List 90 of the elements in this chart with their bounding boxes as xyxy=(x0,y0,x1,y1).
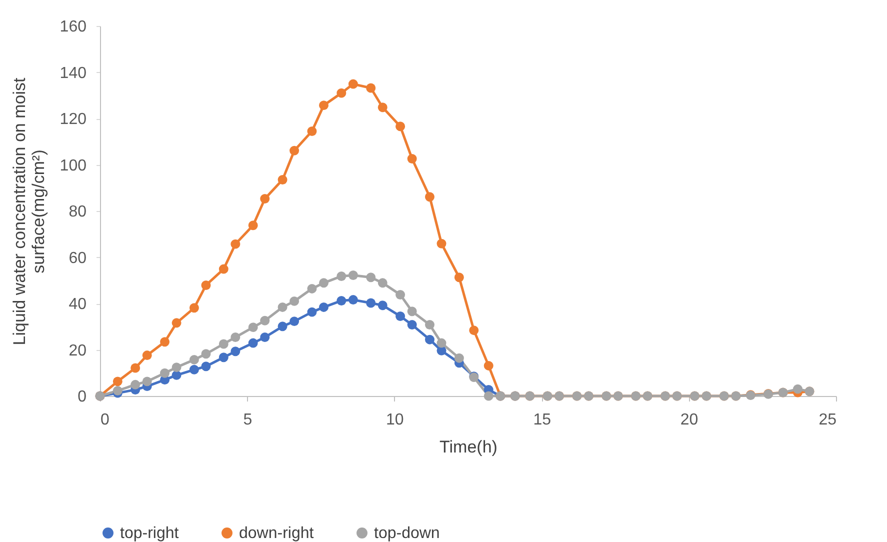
y-tick-label: 100 xyxy=(60,157,87,174)
point xyxy=(201,349,211,359)
y-tick-label: 160 xyxy=(60,18,87,36)
x-tick-label: 20 xyxy=(680,412,698,428)
point xyxy=(278,322,288,332)
point xyxy=(307,307,317,317)
point xyxy=(160,368,170,378)
point xyxy=(424,192,434,202)
y-tick-label: 80 xyxy=(68,204,87,220)
point xyxy=(142,350,152,360)
x-axis-title: Time(h) xyxy=(440,438,498,456)
point xyxy=(142,376,152,386)
x-tick-label: 0 xyxy=(100,412,110,428)
point xyxy=(319,278,328,288)
point xyxy=(424,334,434,344)
point xyxy=(201,280,211,290)
y-tick-label: 20 xyxy=(68,342,87,360)
point xyxy=(454,272,464,282)
point xyxy=(230,332,240,342)
point xyxy=(436,338,446,348)
y-axis-title: Liquid water concentration on moist surface(mg/cm²) xyxy=(10,78,48,346)
point xyxy=(792,384,802,394)
legend-label: top-down xyxy=(374,525,440,542)
point xyxy=(172,318,182,328)
point xyxy=(378,278,388,288)
point xyxy=(319,302,328,312)
point xyxy=(378,102,388,112)
point xyxy=(218,352,228,362)
point xyxy=(172,362,182,372)
legend-label: down-right xyxy=(239,525,314,542)
y-tick-label: 0 xyxy=(78,388,87,406)
point xyxy=(319,100,328,110)
point xyxy=(307,126,317,136)
point xyxy=(189,303,199,313)
point xyxy=(366,83,376,93)
point xyxy=(112,376,122,386)
point xyxy=(290,146,300,156)
point xyxy=(348,270,358,280)
point xyxy=(130,380,140,390)
point xyxy=(424,320,434,330)
point xyxy=(484,391,494,401)
point xyxy=(407,320,417,330)
point xyxy=(248,322,258,332)
point xyxy=(469,326,479,336)
x-tick-label: 15 xyxy=(533,412,552,428)
point xyxy=(396,122,406,132)
point xyxy=(378,300,388,310)
x-tick-label: 25 xyxy=(818,412,837,428)
point xyxy=(407,306,417,316)
point xyxy=(436,238,446,248)
point xyxy=(396,311,406,321)
point xyxy=(278,175,288,185)
point xyxy=(484,360,494,370)
point xyxy=(189,364,199,374)
point xyxy=(201,362,211,372)
point xyxy=(230,346,240,356)
point xyxy=(260,316,270,326)
point xyxy=(336,271,346,281)
point xyxy=(336,296,346,306)
point xyxy=(218,339,228,349)
point xyxy=(112,386,122,396)
point xyxy=(130,363,140,373)
point xyxy=(260,194,270,204)
point xyxy=(348,79,358,89)
point xyxy=(366,272,376,282)
point xyxy=(230,239,240,249)
point xyxy=(260,332,270,342)
x-tick-label: 10 xyxy=(386,412,404,428)
point xyxy=(248,220,258,230)
point xyxy=(189,354,199,364)
point xyxy=(336,88,346,98)
y-tick-label: 140 xyxy=(60,64,87,82)
point xyxy=(278,302,288,312)
y-tick-label: 40 xyxy=(68,296,87,313)
point xyxy=(172,370,182,380)
x-tick-label: 5 xyxy=(243,412,252,428)
point xyxy=(454,353,464,363)
y-tick-label: 60 xyxy=(68,250,87,267)
legend-label: top-right xyxy=(120,525,180,542)
point xyxy=(160,337,170,347)
point xyxy=(290,296,300,306)
point xyxy=(396,290,406,300)
y-tick-label: 120 xyxy=(60,111,87,128)
point xyxy=(307,284,317,294)
point xyxy=(348,295,358,305)
point xyxy=(366,298,376,308)
point xyxy=(290,316,300,326)
point xyxy=(407,154,417,164)
point xyxy=(248,338,258,348)
point xyxy=(218,264,228,274)
